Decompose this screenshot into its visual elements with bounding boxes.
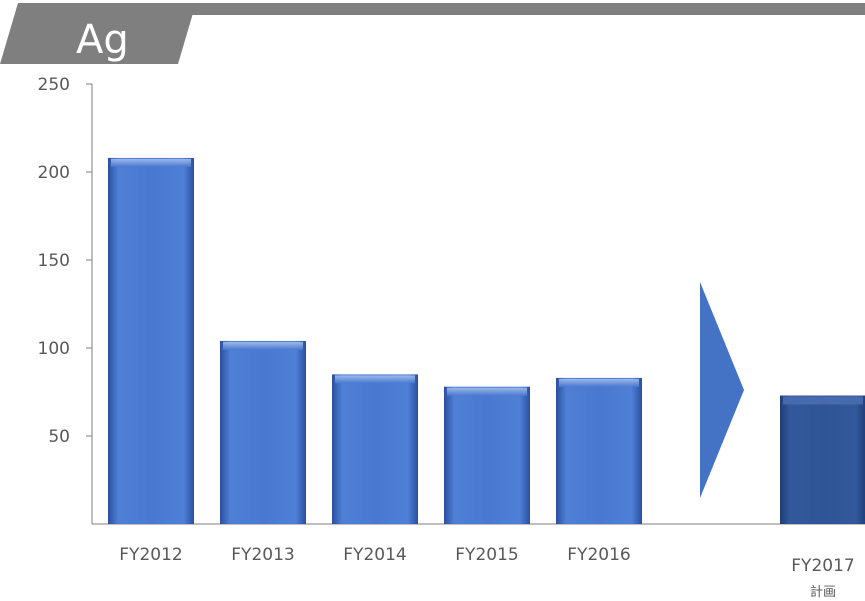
bar-fy2016	[556, 377, 642, 524]
bar-fy2017	[780, 395, 865, 524]
y-tick-label: 150	[38, 251, 70, 271]
y-tick-label: 250	[38, 75, 70, 95]
bar	[332, 374, 418, 524]
x-tick-label: FY2017	[791, 556, 854, 576]
header-band: Ag	[0, 3, 865, 64]
x-axis-labels: FY2012 FY2013 FY2014 FY2015 FY2016 FY2017 計画	[119, 545, 854, 600]
bar	[220, 340, 306, 524]
bar-highlight	[783, 396, 863, 405]
y-axis-ticks: 50 100 150 200 250	[38, 75, 92, 447]
x-tick-sublabel: 計画	[810, 584, 836, 600]
y-tick-label: 200	[38, 163, 70, 183]
bar	[444, 386, 530, 524]
title-tab	[0, 3, 196, 64]
header-band-line	[170, 3, 865, 15]
x-tick-label: FY2013	[231, 545, 294, 565]
x-tick-label: FY2015	[455, 545, 518, 565]
bar-highlight	[559, 378, 639, 387]
bar-fy2014	[332, 374, 418, 524]
bar	[108, 157, 194, 525]
bar-highlight	[111, 158, 191, 167]
bar-fy2013	[220, 340, 306, 524]
y-tick-label: 100	[38, 339, 70, 359]
bar	[556, 377, 642, 524]
bar	[780, 395, 865, 524]
x-tick-label: FY2012	[119, 545, 182, 565]
bar-fy2012	[108, 157, 194, 525]
y-tick-label: 50	[48, 427, 70, 447]
chart-title: Ag	[76, 17, 129, 63]
x-tick-label: FY2014	[343, 545, 406, 565]
bar-highlight	[335, 375, 415, 384]
x-tick-label: FY2016	[567, 545, 630, 565]
separator-arrow	[700, 282, 744, 498]
bars	[108, 157, 865, 525]
bar-fy2015	[444, 386, 530, 524]
bar-highlight	[447, 387, 527, 396]
bar-highlight	[223, 341, 303, 350]
